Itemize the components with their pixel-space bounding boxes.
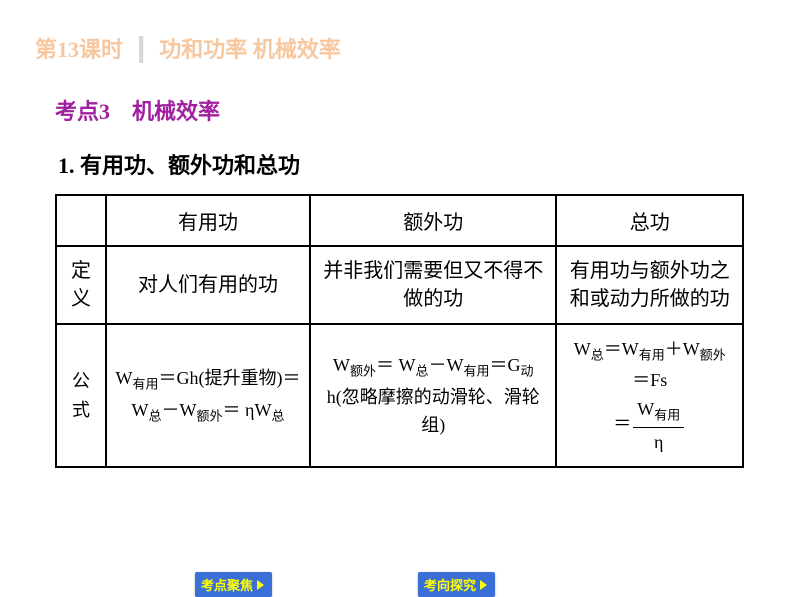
definition-row: 定义 对人们有用的功 并非我们需要但又不得不做的功 有用功与额外功之和或动力所做… (56, 246, 743, 324)
lesson-number: 第13课时 (35, 37, 123, 62)
header-useful: 有用功 (106, 195, 310, 246)
focus-button-label: 考点聚焦 (201, 575, 253, 594)
explore-button-label: 考向探究 (424, 575, 476, 594)
arrow-icon (480, 580, 487, 590)
header-total: 总功 (556, 195, 743, 246)
arrow-icon (257, 580, 264, 590)
formula-row: 公式 W有用＝Gh(提升重物)＝W总－W额外＝ ηW总 W额外＝ W总－W有用＝… (56, 324, 743, 467)
subsection-title: 1. 有用功、额外功和总功 (0, 126, 794, 180)
formula-total: W总＝W有用＋W额外＝Fs ＝ W有用 η (556, 324, 743, 467)
header-divider: ┃ (135, 37, 148, 62)
explore-button[interactable]: 考向探究 (418, 572, 495, 597)
lesson-header: 第13课时 ┃ 功和功率 机械效率 (0, 0, 794, 64)
focus-button[interactable]: 考点聚焦 (195, 572, 272, 597)
section-title: 考点3 机械效率 (0, 64, 794, 126)
formula-label: 公式 (56, 324, 106, 467)
work-table: 有用功 额外功 总功 定义 对人们有用的功 并非我们需要但又不得不做的功 有用功… (55, 194, 744, 468)
section-name: 机械效率 (132, 99, 220, 124)
header-extra: 额外功 (310, 195, 557, 246)
def-useful: 对人们有用的功 (106, 246, 310, 324)
table-container: 有用功 额外功 总功 定义 对人们有用的功 并非我们需要但又不得不做的功 有用功… (0, 180, 794, 468)
lesson-title: 功和功率 机械效率 (159, 37, 341, 62)
section-label: 考点3 (55, 99, 110, 124)
def-label: 定义 (56, 246, 106, 324)
formula-extra: W额外＝ W总－W有用＝G动h(忽略摩擦的动滑轮、滑轮组) (310, 324, 557, 467)
formula-useful: W有用＝Gh(提升重物)＝W总－W额外＝ ηW总 (106, 324, 310, 467)
table-header-row: 有用功 额外功 总功 (56, 195, 743, 246)
def-total: 有用功与额外功之和或动力所做的功 (556, 246, 743, 324)
def-extra: 并非我们需要但又不得不做的功 (310, 246, 557, 324)
header-empty (56, 195, 106, 246)
fraction: W有用 η (633, 395, 684, 456)
